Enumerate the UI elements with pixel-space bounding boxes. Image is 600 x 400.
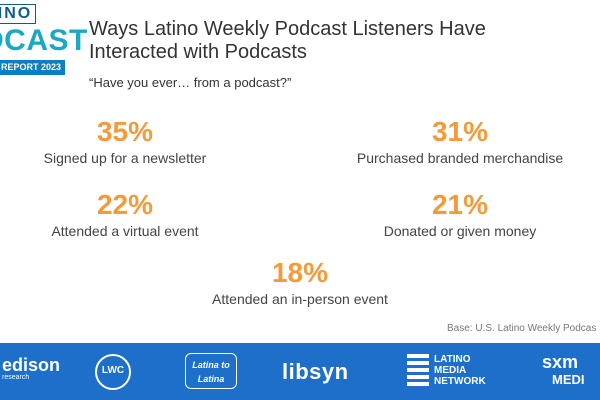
bars-icon <box>407 354 429 388</box>
libsyn-logo: libsyn <box>282 359 349 384</box>
base-note: Base: U.S. Latino Weekly Podcas <box>447 323 597 334</box>
logo-podcast-text: DCAST <box>0 24 88 57</box>
sxm-media-logo: sxm MEDI <box>542 353 585 389</box>
edison-logo: edison research <box>2 355 60 381</box>
report-logo: TINO DCAST ER REPORT 2023 <box>0 0 87 84</box>
stat-label: Purchased branded merchandise <box>356 150 564 166</box>
stat-in-person-event: 18% Attended an in-person event <box>170 258 430 308</box>
stat-value: 35% <box>96 116 154 147</box>
stat-value: 18% <box>271 257 329 288</box>
sxm-text: sxm <box>542 352 579 372</box>
stat-label: Signed up for a newsletter <box>43 150 207 166</box>
logo-report-text: ER REPORT 2023 <box>0 60 66 75</box>
edison-text: edison <box>2 355 61 375</box>
stat-merchandise: 31% Purchased branded merchandise <box>345 117 575 167</box>
latina-to-latina-logo: Latina to Latina <box>185 353 237 389</box>
stat-newsletter: 35% Signed up for a newsletter <box>20 117 230 167</box>
page-subtitle: “Have you ever… from a podcast?” <box>89 75 292 90</box>
stat-label: Donated or given money <box>383 223 537 239</box>
logo-latino-text: TINO <box>0 4 37 24</box>
page-title: Ways Latino Weekly Podcast Listeners Hav… <box>89 18 486 63</box>
sponsor-footer: edison research LWC Latina to Latina lib… <box>0 343 600 400</box>
sxm-media-text: MEDI <box>552 372 585 387</box>
stat-value: 22% <box>96 189 154 220</box>
stat-label: Attended an in-person event <box>212 291 388 307</box>
stat-label: Attended a virtual event <box>51 223 199 239</box>
edison-sub-text: research <box>2 374 30 381</box>
stat-donated: 21% Donated or given money <box>345 190 575 240</box>
stat-virtual-event: 22% Attended a virtual event <box>20 190 230 240</box>
latino-media-network-logo: LATINO MEDIA NETWORK <box>434 354 486 387</box>
stat-value: 31% <box>431 116 489 147</box>
lwc-logo: LWC <box>95 354 131 390</box>
stat-value: 21% <box>431 189 489 220</box>
